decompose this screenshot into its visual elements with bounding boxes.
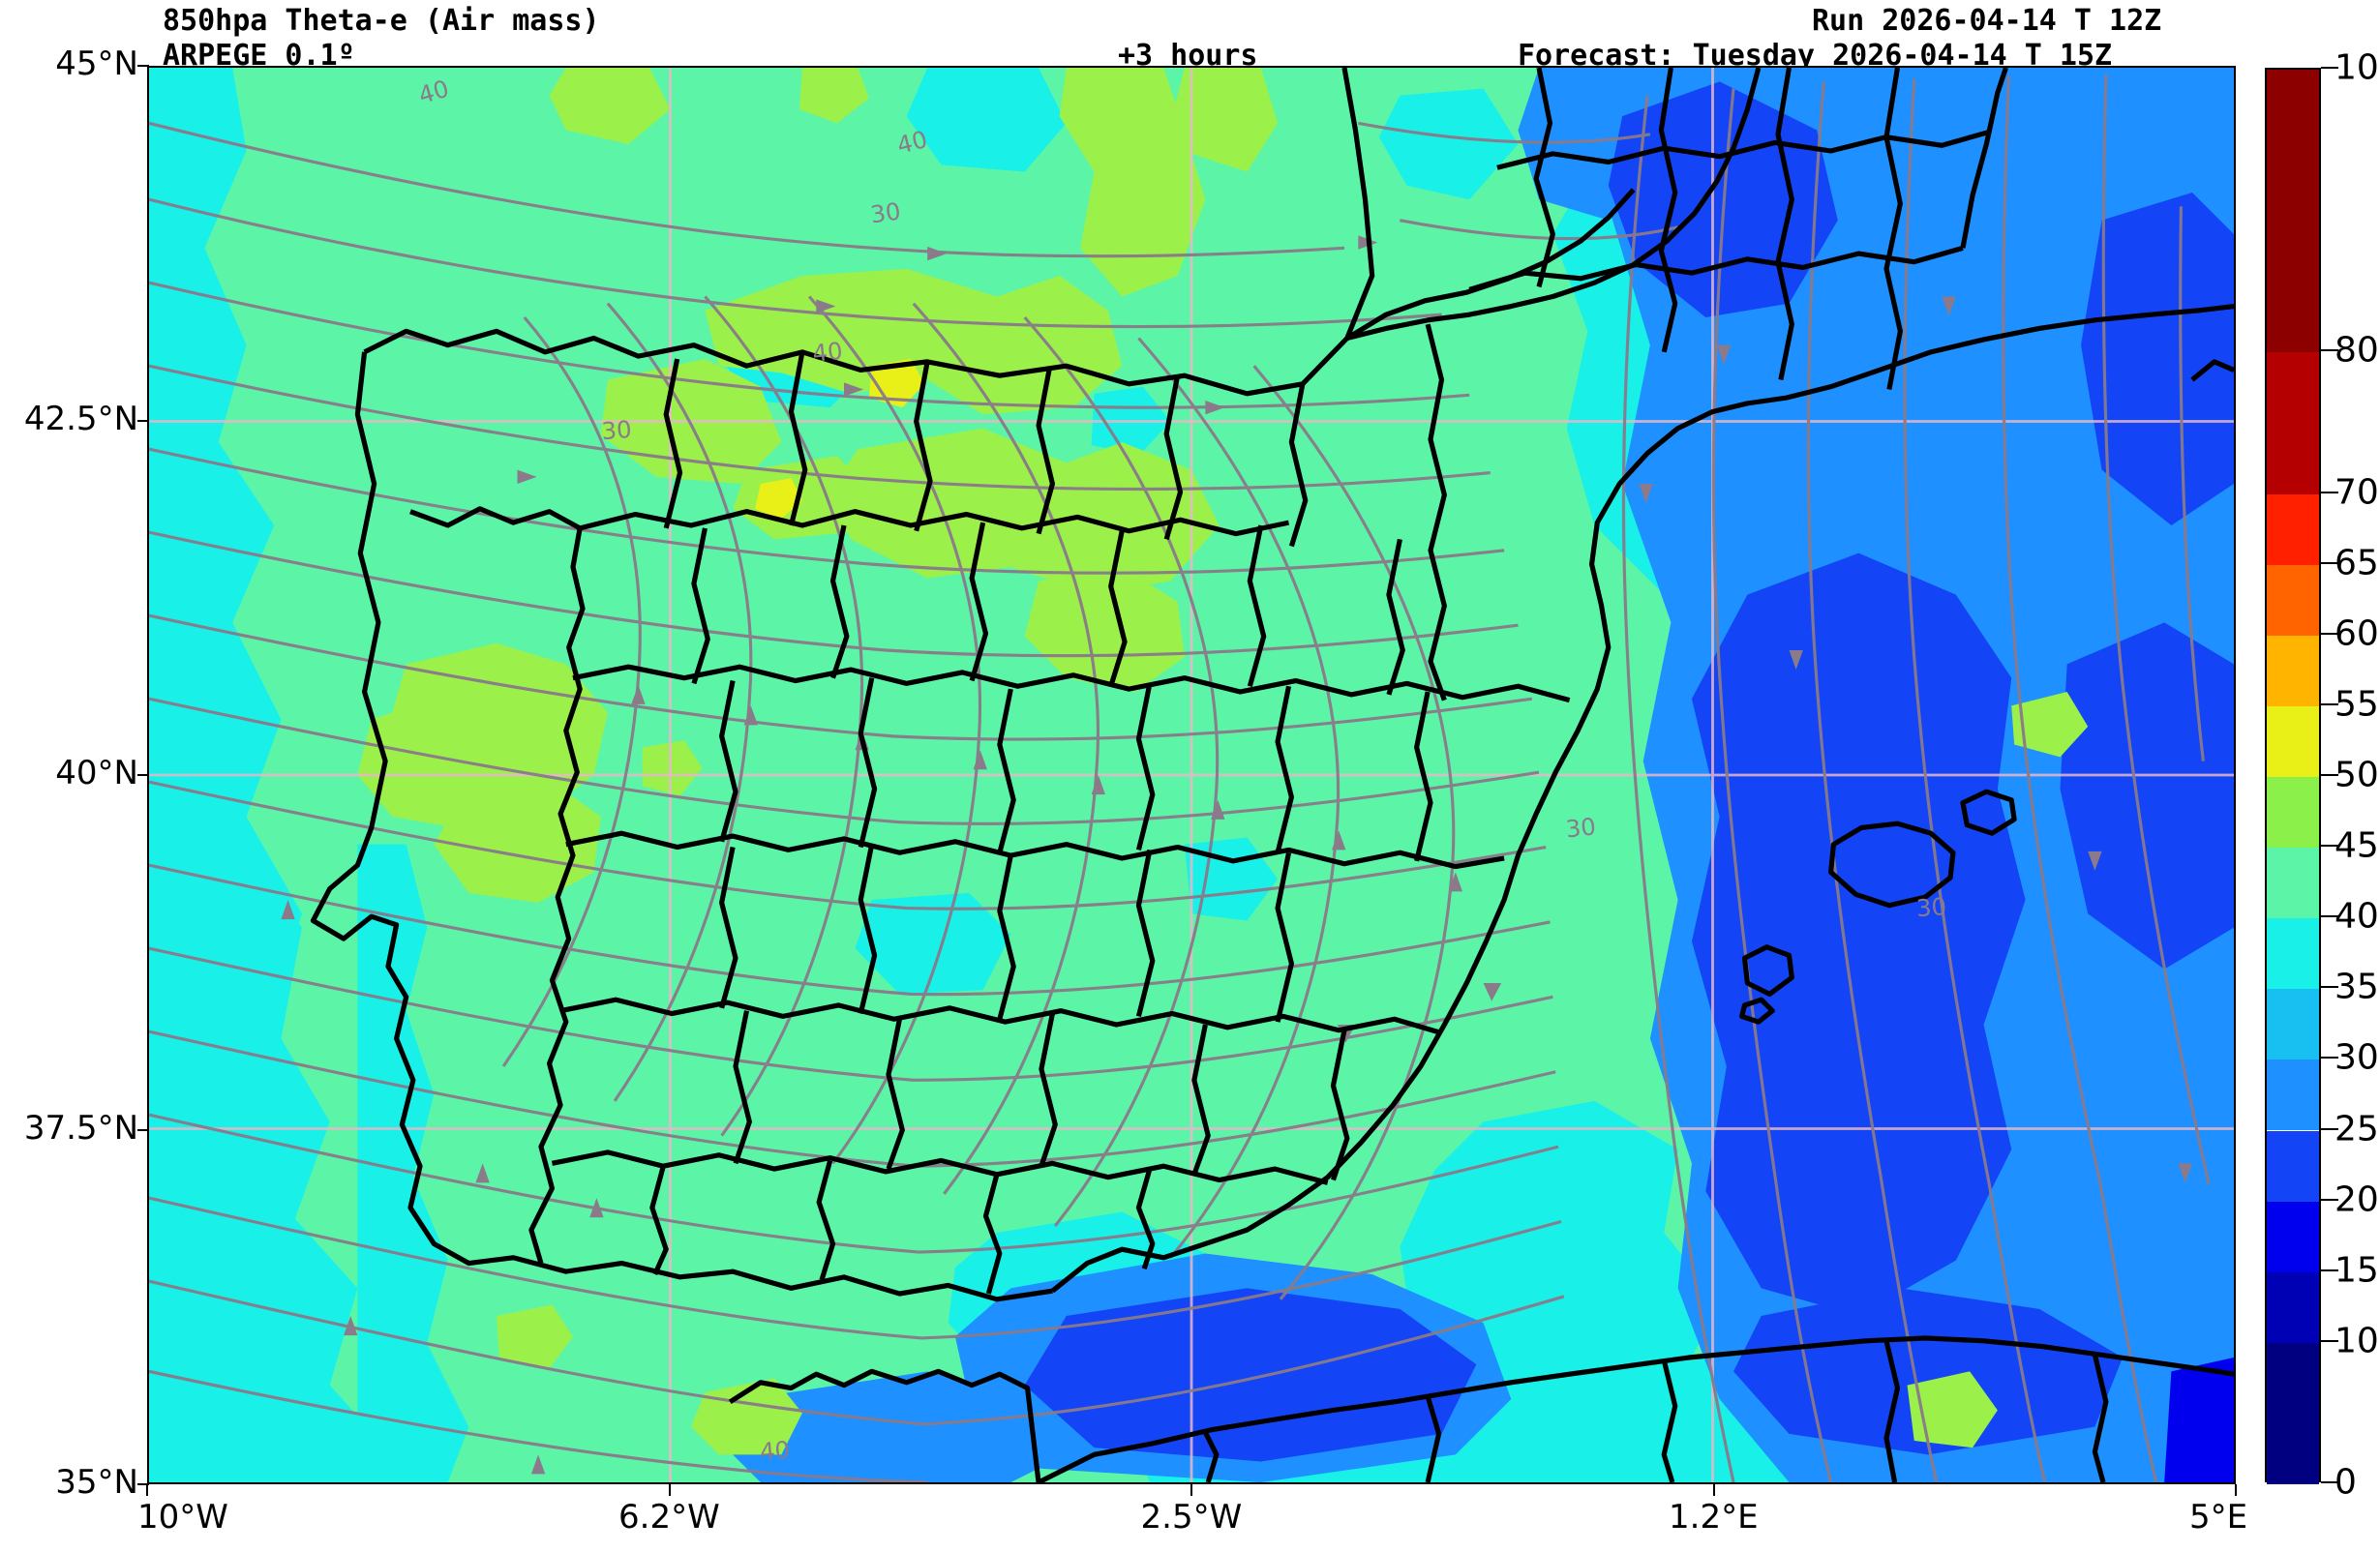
colorbar-segment-50-55	[2267, 705, 2319, 777]
colorbar-label-55: 55	[2335, 684, 2379, 725]
x-tick-label-4: 5°E	[2189, 1498, 2248, 1537]
field-band-15-20	[2164, 1358, 2234, 1482]
colorbar-tick-45	[2321, 845, 2338, 848]
colorbar-segment-35-40	[2267, 918, 2319, 990]
colorbar-tick-40	[2321, 915, 2338, 918]
svg-text:30: 30	[1915, 892, 1947, 922]
colorbar-segment-25-30	[2267, 1060, 2319, 1131]
colorbar-label-20: 20	[2335, 1179, 2379, 1220]
colorbar-segment-15-20	[2267, 1201, 2319, 1272]
map-gridlines	[149, 68, 2234, 1482]
colorbar-tick-70	[2321, 491, 2338, 493]
colorbar-segment-10-15	[2267, 1271, 2319, 1343]
colorbar-tick-30	[2321, 1057, 2338, 1060]
map-plot-area[interactable]: 40 40 30 40 30 x 30 30 40	[147, 66, 2236, 1484]
colorbar-segment-70-80	[2267, 352, 2319, 494]
colorbar-segment-55-60	[2267, 635, 2319, 706]
x-tick-mark-4	[2235, 1484, 2237, 1496]
colorbar-label-25: 25	[2335, 1109, 2379, 1149]
y-tick-mark-3	[137, 1128, 149, 1131]
colorbar-segment-0-10	[2267, 1342, 2319, 1484]
colorbar-label-35: 35	[2335, 967, 2379, 1007]
x-tick-label-2: 2.5°W	[1140, 1498, 1243, 1537]
x-tick-label-3: 1.2°E	[1669, 1498, 1759, 1537]
colorbar-label-45: 45	[2335, 825, 2379, 866]
svg-text:30: 30	[601, 415, 633, 445]
x-tick-label-1: 6.2°W	[618, 1498, 720, 1537]
y-tick-mark-4	[137, 1483, 149, 1485]
y-tick-mark-0	[137, 65, 149, 67]
svg-text:40: 40	[894, 125, 930, 160]
colorbar-segment-60-65	[2267, 564, 2319, 636]
y-tick-label-1: 42.5°N	[23, 399, 138, 438]
colorbar-tick-100	[2321, 67, 2338, 69]
field-band-20-25	[1024, 81, 2234, 1462]
colorbar-segment-65-70	[2267, 493, 2319, 565]
colorbar[interactable]	[2265, 68, 2321, 1484]
y-tick-label-3: 37.5°N	[23, 1108, 138, 1148]
svg-text:30: 30	[869, 196, 903, 228]
svg-text:40: 40	[811, 337, 844, 368]
colorbar-label-80: 80	[2335, 330, 2379, 371]
x-tick-mark-2	[1190, 1484, 1192, 1496]
colorbar-tick-15	[2321, 1268, 2338, 1271]
contour-value-labels: 40 40 30 40 30 x 30 30 40	[415, 75, 1947, 1466]
colorbar-label-0: 0	[2335, 1462, 2357, 1503]
y-tick-mark-2	[137, 774, 149, 776]
colorbar-label-60: 60	[2335, 613, 2379, 654]
colorbar-label-15: 15	[2335, 1250, 2379, 1291]
coastline-and-borders	[310, 68, 2234, 1482]
colorbar-label-30: 30	[2335, 1037, 2379, 1078]
x-tick-mark-1	[668, 1484, 671, 1496]
colorbar-tick-65	[2321, 561, 2338, 564]
colorbar-tick-50	[2321, 774, 2338, 776]
page-title: 850hpa Theta-e (Air mass)	[163, 4, 600, 38]
colorbar-label-70: 70	[2335, 472, 2379, 513]
colorbar-label-40: 40	[2335, 896, 2379, 937]
colorbar-tick-80	[2321, 349, 2338, 352]
colorbar-tick-20	[2321, 1198, 2338, 1201]
colorbar-label-100: 100	[2335, 47, 2380, 88]
colorbar-tick-0	[2321, 1481, 2338, 1483]
run-time-label: Run 2026-04-14 T 12Z	[1812, 4, 2162, 38]
x-tick-label-0: 10°W	[137, 1498, 228, 1537]
y-tick-label-4: 35°N	[55, 1463, 138, 1502]
colorbar-tick-10	[2321, 1339, 2338, 1342]
colorbar-segment-20-25	[2267, 1130, 2319, 1202]
colorbar-tick-35	[2321, 986, 2338, 989]
colorbar-segment-45-50	[2267, 777, 2319, 849]
colorbar-tick-25	[2321, 1127, 2338, 1130]
y-tick-label-2: 40°N	[55, 754, 138, 792]
colorbar-segment-80-100	[2267, 70, 2319, 353]
colorbar-segment-30-35	[2267, 989, 2319, 1060]
y-tick-label-0: 45°N	[55, 45, 138, 83]
colorbar-segment-40-45	[2267, 848, 2319, 919]
colorbar-label-65: 65	[2335, 543, 2379, 583]
map-canvas: 40 40 30 40 30 x 30 30 40	[149, 68, 2234, 1482]
colorbar-label-50: 50	[2335, 755, 2379, 795]
colorbar-label-10: 10	[2335, 1321, 2379, 1361]
colorbar-tick-60	[2321, 632, 2338, 635]
x-tick-mark-0	[146, 1484, 148, 1496]
colorbar-tick-55	[2321, 702, 2338, 705]
y-tick-mark-1	[137, 419, 149, 422]
svg-text:30: 30	[1564, 812, 1597, 843]
svg-text:40: 40	[759, 1435, 791, 1466]
x-tick-mark-3	[1712, 1484, 1715, 1496]
